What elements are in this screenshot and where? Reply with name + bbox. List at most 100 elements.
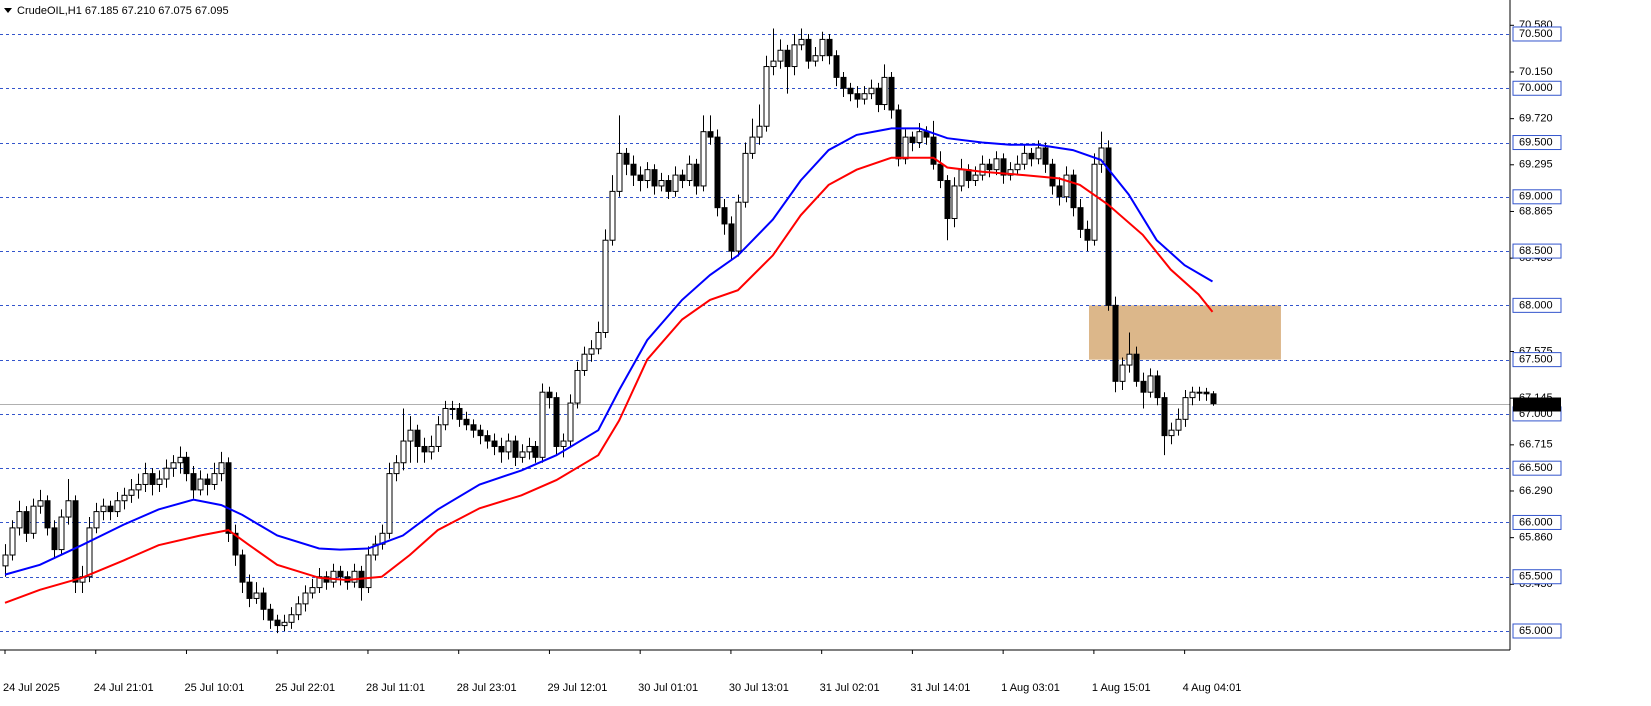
- y-tick-label: 65.860: [1519, 532, 1553, 544]
- candle: [1196, 386, 1203, 401]
- level-label-box: [1512, 514, 1562, 530]
- candle-body: [581, 353, 588, 371]
- candle: [1049, 158, 1056, 195]
- candle-body: [1035, 147, 1042, 160]
- candle-body: [707, 131, 714, 138]
- title-arrow: [4, 8, 12, 13]
- candle: [1119, 357, 1126, 391]
- candle: [1042, 142, 1049, 173]
- candle-body: [30, 505, 37, 534]
- candle-body: [477, 429, 484, 437]
- candle-body: [135, 483, 142, 491]
- x-tick-label: 31 Jul 02:01: [820, 682, 880, 694]
- candle: [1063, 166, 1070, 203]
- candle-body: [23, 511, 30, 534]
- candle: [2, 544, 9, 577]
- candle-body: [16, 511, 23, 529]
- candle-body: [260, 592, 267, 610]
- last-price-label: 67.095: [1519, 398, 1553, 410]
- candle: [574, 361, 581, 409]
- candle-body: [274, 619, 281, 627]
- y-tick-label: 68.865: [1519, 205, 1553, 217]
- candle-body: [1126, 353, 1133, 366]
- candle: [763, 55, 770, 132]
- candle: [1161, 392, 1168, 456]
- candle-body: [170, 462, 177, 469]
- candle-body: [498, 445, 505, 453]
- candle-body: [868, 87, 875, 95]
- candle: [246, 574, 253, 608]
- candle: [435, 416, 442, 452]
- candle-body: [456, 407, 463, 420]
- level-label: 70.000: [1519, 82, 1553, 94]
- level-label-box: [1512, 352, 1562, 368]
- candle: [972, 166, 979, 186]
- candle: [211, 462, 218, 490]
- candle: [1070, 169, 1077, 217]
- candle-body: [637, 174, 644, 182]
- candle-body: [86, 527, 93, 578]
- candle: [1014, 155, 1021, 176]
- candle-body: [225, 462, 232, 534]
- candle: [777, 39, 784, 69]
- candle: [484, 430, 491, 449]
- candle: [142, 462, 149, 493]
- x-tick-label: 28 Jul 11:01: [366, 682, 425, 694]
- candle: [170, 455, 177, 477]
- candle-body: [400, 440, 407, 464]
- candle-body: [37, 500, 44, 507]
- candle-body: [246, 581, 253, 599]
- candle: [302, 585, 309, 612]
- y-tick-label: 66.290: [1519, 485, 1553, 497]
- candle: [588, 340, 595, 362]
- candle-body: [972, 174, 979, 182]
- candle: [23, 506, 30, 542]
- candle-body: [616, 152, 623, 192]
- candle: [232, 524, 239, 566]
- candle-body: [819, 38, 826, 57]
- candle-body: [414, 429, 421, 447]
- candle: [477, 424, 484, 445]
- candle: [309, 578, 316, 599]
- candle-body: [979, 163, 986, 176]
- candle: [1021, 144, 1028, 170]
- candle: [770, 28, 777, 76]
- candle: [197, 470, 204, 496]
- moving-average: [4, 127, 1214, 576]
- candle: [1133, 346, 1140, 387]
- candle: [421, 437, 428, 463]
- candle: [714, 129, 721, 217]
- candle: [407, 416, 414, 463]
- candle-body: [1133, 353, 1140, 382]
- candle-body: [428, 445, 435, 453]
- candle-body: [930, 136, 937, 165]
- x-tick-label: 30 Jul 01:01: [638, 682, 698, 694]
- candle-body: [826, 38, 833, 57]
- candle-body: [1028, 152, 1035, 160]
- candle-body: [1154, 375, 1161, 399]
- candle: [672, 166, 679, 197]
- candle-body: [1007, 169, 1014, 176]
- candle-body: [602, 239, 609, 333]
- candle-body: [875, 87, 882, 106]
- candle: [847, 82, 854, 102]
- candle-body: [1070, 174, 1077, 209]
- candle-body: [665, 180, 672, 192]
- candle: [260, 587, 267, 621]
- candle-body: [672, 174, 679, 192]
- candle: [267, 603, 274, 629]
- candle: [602, 229, 609, 338]
- candle-body: [163, 467, 170, 480]
- candle: [986, 158, 993, 178]
- candle-body: [491, 440, 498, 447]
- candle: [840, 71, 847, 97]
- candle: [644, 162, 651, 189]
- candle: [609, 175, 616, 246]
- candle-body: [532, 445, 539, 458]
- candle-body: [888, 76, 895, 111]
- candle: [351, 563, 358, 588]
- candle: [519, 444, 526, 463]
- x-tick-label: 25 Jul 22:01: [275, 682, 335, 694]
- candle-body: [902, 136, 909, 160]
- candle-body: [812, 55, 819, 62]
